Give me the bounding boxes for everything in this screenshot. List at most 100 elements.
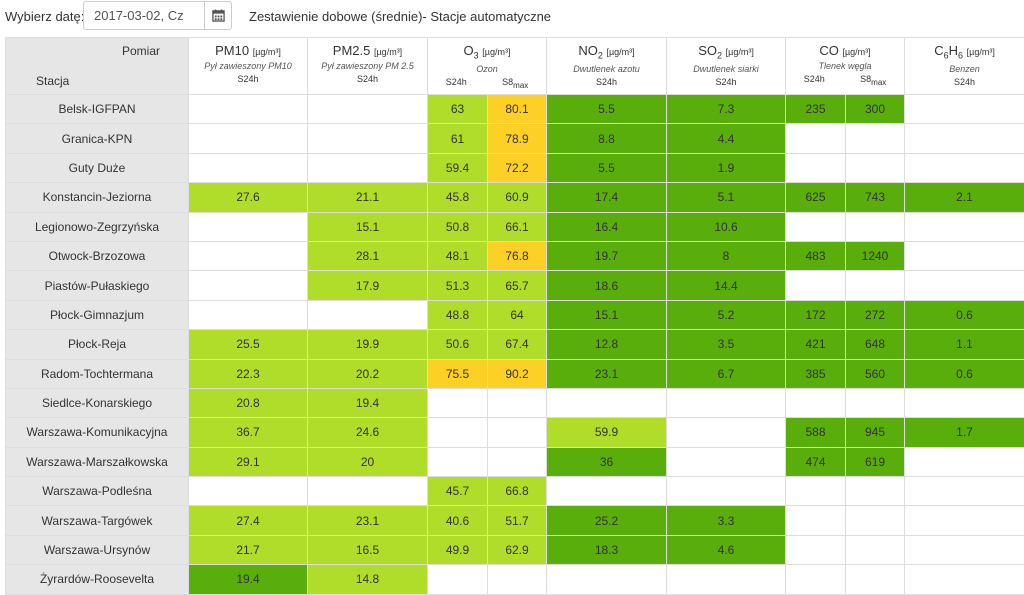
value-cell: 66.8: [488, 477, 547, 506]
value-cell: 8: [667, 241, 786, 270]
column-desc: Pył zawieszony PM10: [189, 61, 307, 71]
station-name[interactable]: Warszawa-Podleśna: [6, 477, 189, 506]
station-name[interactable]: Warszawa-Ursynów: [6, 535, 189, 564]
value-cell: 421: [786, 330, 846, 359]
station-name[interactable]: Płock-Reja: [6, 330, 189, 359]
column-header-so2[interactable]: SO2 [µg/m³] Dwutlenek siarki S24h: [667, 38, 786, 95]
value-cell: 80.1: [488, 95, 547, 124]
column-header-pm25[interactable]: PM2.5 [µg/m³] Pył zawieszony PM 2.5 S24h: [308, 38, 428, 95]
value-cell: [488, 565, 547, 594]
station-name[interactable]: Legionowo-Zegrzyńska: [6, 212, 189, 241]
value-cell: 743: [846, 183, 905, 212]
column-header-c6h6[interactable]: C6H6 [µg/m³] Benzen S24h: [905, 38, 1024, 95]
column-header-no2[interactable]: NO2 [µg/m³] Dwutlenek azotu S24h: [547, 38, 667, 95]
value-cell: [189, 153, 308, 182]
column-header-pm10[interactable]: PM10 [µg/m³] Pył zawieszony PM10 S24h: [189, 38, 308, 95]
value-cell: 60.9: [488, 183, 547, 212]
value-cell: [905, 124, 1024, 153]
value-cell: [846, 565, 905, 594]
value-cell: [905, 535, 1024, 564]
value-cell: [786, 271, 846, 300]
value-cell: [547, 477, 667, 506]
value-cell: 16.5: [308, 535, 428, 564]
value-cell: 45.8: [428, 183, 488, 212]
value-cell: [786, 506, 846, 535]
value-cell: [786, 388, 846, 417]
value-cell: [428, 447, 488, 476]
station-name[interactable]: Radom-Tochtermana: [6, 359, 189, 388]
value-cell: 76.8: [488, 241, 547, 270]
date-input[interactable]: 2017-03-02, Cz: [83, 1, 205, 30]
value-cell: 20.2: [308, 359, 428, 388]
value-cell: 5.2: [667, 300, 786, 329]
top-bar: Wybierz datę: 2017-03-02, Cz Zestawienie…: [0, 0, 1024, 34]
value-cell: [308, 477, 428, 506]
date-label: Wybierz datę:: [5, 9, 84, 24]
value-cell: [189, 300, 308, 329]
value-cell: 24.6: [308, 418, 428, 447]
value-cell: 5.5: [547, 95, 667, 124]
station-name[interactable]: Belsk-IGFPAN: [6, 95, 189, 124]
value-cell: [547, 388, 667, 417]
station-name[interactable]: Granica-KPN: [6, 124, 189, 153]
value-cell: [846, 271, 905, 300]
value-cell: 29.1: [189, 447, 308, 476]
station-name[interactable]: Siedlce-Konarskiego: [6, 388, 189, 417]
value-cell: 1.7: [905, 418, 1024, 447]
value-cell: [308, 95, 428, 124]
value-cell: 21.1: [308, 183, 428, 212]
value-cell: 1240: [846, 241, 905, 270]
value-cell: [846, 477, 905, 506]
measure-label: Pomiar: [122, 44, 160, 58]
station-name[interactable]: Piastów-Pułaskiego: [6, 271, 189, 300]
value-cell: 474: [786, 447, 846, 476]
value-cell: 45.7: [428, 477, 488, 506]
value-cell: [786, 212, 846, 241]
value-cell: 0.6: [905, 300, 1024, 329]
value-cell: [846, 535, 905, 564]
value-cell: 72.2: [488, 153, 547, 182]
value-cell: [905, 95, 1024, 124]
value-cell: 67.4: [488, 330, 547, 359]
station-name[interactable]: Warszawa-Marszałkowska: [6, 447, 189, 476]
value-cell: 15.1: [547, 300, 667, 329]
value-cell: [488, 447, 547, 476]
value-cell: 5.1: [667, 183, 786, 212]
station-name[interactable]: Warszawa-Komunikacyjna: [6, 418, 189, 447]
column-desc: Tlenek węgla: [786, 61, 904, 71]
value-cell: 19.9: [308, 330, 428, 359]
value-cell: [905, 212, 1024, 241]
value-cell: 7.3: [667, 95, 786, 124]
value-cell: 62.9: [488, 535, 547, 564]
corner-header: Pomiar Stacja: [6, 38, 189, 95]
value-cell: [786, 565, 846, 594]
station-name[interactable]: Guty Duże: [6, 153, 189, 182]
station-name[interactable]: Warszawa-Targówek: [6, 506, 189, 535]
station-name[interactable]: Płock-Gimnazjum: [6, 300, 189, 329]
station-name[interactable]: Konstancin-Jeziorna: [6, 183, 189, 212]
value-cell: 1.1: [905, 330, 1024, 359]
value-cell: 48.8: [428, 300, 488, 329]
value-cell: [428, 388, 488, 417]
value-cell: [786, 153, 846, 182]
value-cell: 4.4: [667, 124, 786, 153]
station-name[interactable]: Otwock-Brzozowa: [6, 241, 189, 270]
value-cell: 22.3: [189, 359, 308, 388]
value-cell: 14.8: [308, 565, 428, 594]
value-cell: 8.8: [547, 124, 667, 153]
value-cell: 5.5: [547, 153, 667, 182]
value-cell: 4.6: [667, 535, 786, 564]
value-cell: 28.1: [308, 241, 428, 270]
station-name[interactable]: Żyrardów-Roosevelta: [6, 565, 189, 594]
calendar-button[interactable]: [204, 1, 232, 30]
